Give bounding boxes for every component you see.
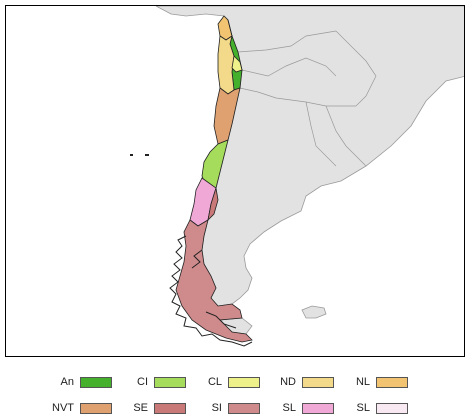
legend-swatch xyxy=(302,377,334,388)
legend-label: SL xyxy=(356,402,370,414)
legend-swatch xyxy=(376,403,408,414)
map-canvas xyxy=(130,6,464,347)
falkland-islands xyxy=(301,305,327,319)
region-cl xyxy=(231,55,243,73)
legend-item-sl-8: SL xyxy=(260,400,336,420)
legend-row-2: NVT SE SI SL SL xyxy=(0,400,474,420)
legend-row-1: An CI CL ND NL xyxy=(0,374,474,394)
map-frame xyxy=(5,5,465,357)
legend-label: An xyxy=(60,376,74,388)
legend-item-an-0: An xyxy=(38,374,114,394)
legend-item-nd-3: ND xyxy=(260,374,336,394)
legend-label: SI xyxy=(211,402,222,414)
legend-item-si-7: SI xyxy=(186,400,262,420)
region-nvt xyxy=(213,87,241,145)
legend-item-sl-9: SL xyxy=(334,400,410,420)
legend-label: CI xyxy=(137,376,148,388)
legend-label: NL xyxy=(355,376,370,388)
legend-item-cl-2: CL xyxy=(186,374,262,394)
legend-swatch xyxy=(228,403,260,414)
region-se xyxy=(207,187,219,222)
region-nd xyxy=(217,35,235,95)
fjord-coastline xyxy=(169,235,253,347)
legend-item-se-6: SE xyxy=(112,400,188,420)
legend-swatch xyxy=(80,377,112,388)
legend-item-nl-4: NL xyxy=(334,374,410,394)
island-juan-fernandez-b xyxy=(145,154,149,156)
legend-swatch xyxy=(154,377,186,388)
legend-swatch xyxy=(154,403,186,414)
region-si xyxy=(175,219,253,343)
legend-swatch xyxy=(80,403,112,414)
legend-label: SL xyxy=(282,402,296,414)
legend-label: ND xyxy=(280,376,296,388)
legend-label: CL xyxy=(207,376,222,388)
country-borders xyxy=(237,30,377,167)
legend-swatch xyxy=(376,377,408,388)
legend-swatch xyxy=(228,377,260,388)
legend-item-ci-1: CI xyxy=(112,374,188,394)
legend-label: NVT xyxy=(52,402,74,414)
legend-item-nvt-5: NVT xyxy=(38,400,114,420)
legend-swatch xyxy=(302,403,334,414)
legend-label: SE xyxy=(133,402,148,414)
island-juan-fernandez-a xyxy=(130,154,133,156)
